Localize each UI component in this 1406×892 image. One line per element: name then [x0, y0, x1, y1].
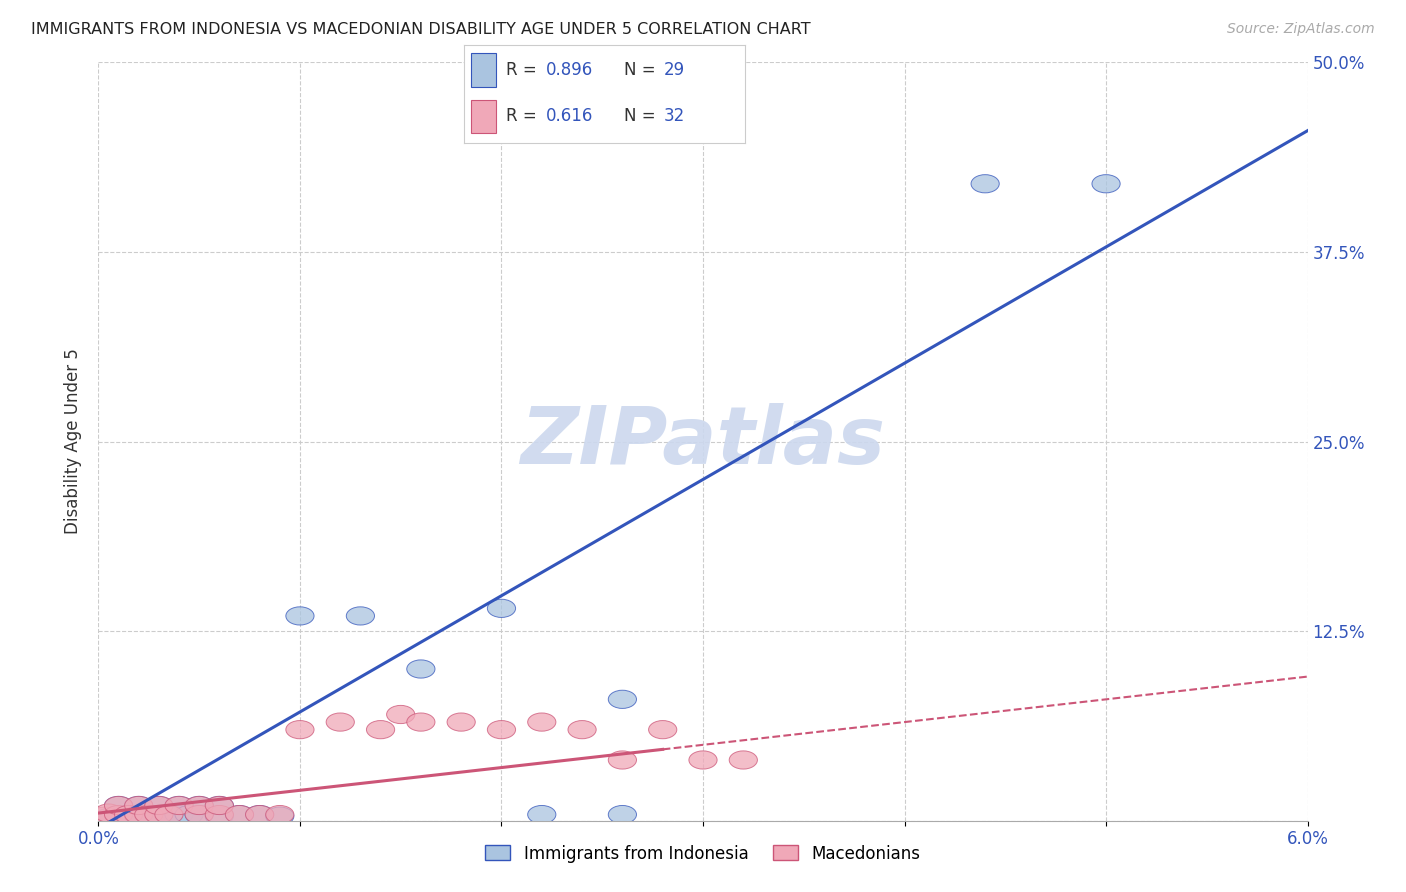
Ellipse shape [527, 713, 555, 731]
Ellipse shape [104, 805, 132, 823]
Ellipse shape [225, 805, 253, 823]
Ellipse shape [165, 805, 193, 823]
Ellipse shape [186, 797, 214, 814]
Ellipse shape [205, 797, 233, 814]
Ellipse shape [285, 721, 314, 739]
Text: Source: ZipAtlas.com: Source: ZipAtlas.com [1227, 22, 1375, 37]
Ellipse shape [94, 804, 122, 822]
Ellipse shape [730, 751, 758, 769]
Ellipse shape [155, 805, 183, 823]
Ellipse shape [406, 713, 434, 731]
Ellipse shape [488, 599, 516, 617]
Text: IMMIGRANTS FROM INDONESIA VS MACEDONIAN DISABILITY AGE UNDER 5 CORRELATION CHART: IMMIGRANTS FROM INDONESIA VS MACEDONIAN … [31, 22, 810, 37]
Ellipse shape [205, 805, 233, 823]
Ellipse shape [689, 751, 717, 769]
Ellipse shape [266, 807, 294, 825]
Ellipse shape [186, 805, 214, 823]
Ellipse shape [648, 721, 676, 739]
Ellipse shape [367, 721, 395, 739]
Ellipse shape [94, 808, 122, 827]
Ellipse shape [609, 805, 637, 823]
Ellipse shape [104, 805, 132, 823]
Text: 0.616: 0.616 [546, 107, 593, 125]
Text: R =: R = [506, 107, 543, 125]
Ellipse shape [1092, 175, 1121, 193]
Legend: Immigrants from Indonesia, Macedonians: Immigrants from Indonesia, Macedonians [478, 838, 928, 869]
Ellipse shape [145, 805, 173, 823]
Text: R =: R = [506, 62, 543, 79]
Ellipse shape [488, 721, 516, 739]
Ellipse shape [568, 721, 596, 739]
Ellipse shape [125, 797, 153, 814]
Ellipse shape [114, 805, 143, 823]
Ellipse shape [387, 706, 415, 723]
Ellipse shape [205, 797, 233, 814]
Ellipse shape [246, 805, 274, 823]
Y-axis label: Disability Age Under 5: Disability Age Under 5 [65, 349, 83, 534]
Ellipse shape [609, 751, 637, 769]
Text: 0.896: 0.896 [546, 62, 593, 79]
Ellipse shape [326, 713, 354, 731]
FancyBboxPatch shape [471, 100, 496, 133]
Text: 29: 29 [664, 62, 685, 79]
Ellipse shape [125, 807, 153, 825]
Ellipse shape [266, 805, 294, 823]
Ellipse shape [406, 660, 434, 678]
Text: N =: N = [624, 107, 661, 125]
Ellipse shape [90, 807, 118, 825]
Ellipse shape [135, 805, 163, 823]
Ellipse shape [346, 607, 374, 625]
Ellipse shape [125, 805, 153, 823]
Ellipse shape [165, 797, 193, 814]
Ellipse shape [972, 175, 1000, 193]
Text: N =: N = [624, 62, 661, 79]
Ellipse shape [155, 805, 183, 823]
Ellipse shape [609, 690, 637, 708]
Text: 32: 32 [664, 107, 685, 125]
Ellipse shape [186, 797, 214, 814]
Ellipse shape [125, 797, 153, 814]
Ellipse shape [104, 797, 132, 814]
Ellipse shape [135, 805, 163, 823]
Ellipse shape [114, 805, 143, 823]
FancyBboxPatch shape [471, 54, 496, 87]
Text: ZIPatlas: ZIPatlas [520, 402, 886, 481]
Ellipse shape [225, 805, 253, 823]
Ellipse shape [447, 713, 475, 731]
Ellipse shape [527, 805, 555, 823]
Ellipse shape [145, 805, 173, 823]
Ellipse shape [285, 607, 314, 625]
Ellipse shape [165, 797, 193, 814]
Ellipse shape [145, 797, 173, 814]
Ellipse shape [104, 797, 132, 814]
Ellipse shape [145, 797, 173, 814]
Ellipse shape [205, 807, 233, 825]
Ellipse shape [186, 805, 214, 823]
Ellipse shape [246, 805, 274, 823]
Ellipse shape [174, 805, 204, 823]
